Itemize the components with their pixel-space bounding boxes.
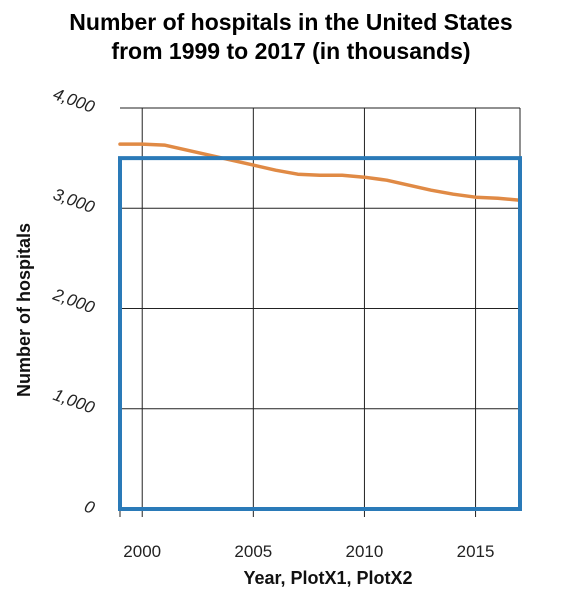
x-tick-label: 2010	[346, 542, 384, 561]
y-tick-label: 4,000	[51, 84, 98, 117]
x-tick-label: 2015	[457, 542, 495, 561]
y-tick-label: 1,000	[51, 385, 98, 418]
x-tick-label: 2005	[234, 542, 272, 561]
y-tick-label: 0	[82, 497, 98, 518]
chart-title-line-1: Number of hospitals in the United States	[69, 9, 513, 35]
x-axis-label: Year, PlotX1, PlotX2	[243, 568, 412, 588]
series-group	[118, 142, 522, 202]
y-tick-label: 2,000	[50, 285, 98, 318]
chart-title: Number of hospitals in the United States…	[0, 8, 582, 66]
gridlines	[119, 107, 521, 517]
y-axis-label: Number of hospitals	[14, 223, 34, 397]
chart-title-line-2: from 1999 to 2017 (in thousands)	[111, 38, 471, 64]
y-axis-ticks: 0 1,000 2,000 3,000 4,000	[50, 84, 98, 518]
y-tick-label: 3,000	[51, 185, 98, 218]
highlight-frame-group	[118, 156, 522, 511]
x-tick-label: 2000	[123, 542, 161, 561]
highlight-frame	[118, 156, 522, 511]
series-line	[118, 142, 522, 202]
x-axis-ticks: 2000 2005 2010 2015	[123, 542, 494, 561]
